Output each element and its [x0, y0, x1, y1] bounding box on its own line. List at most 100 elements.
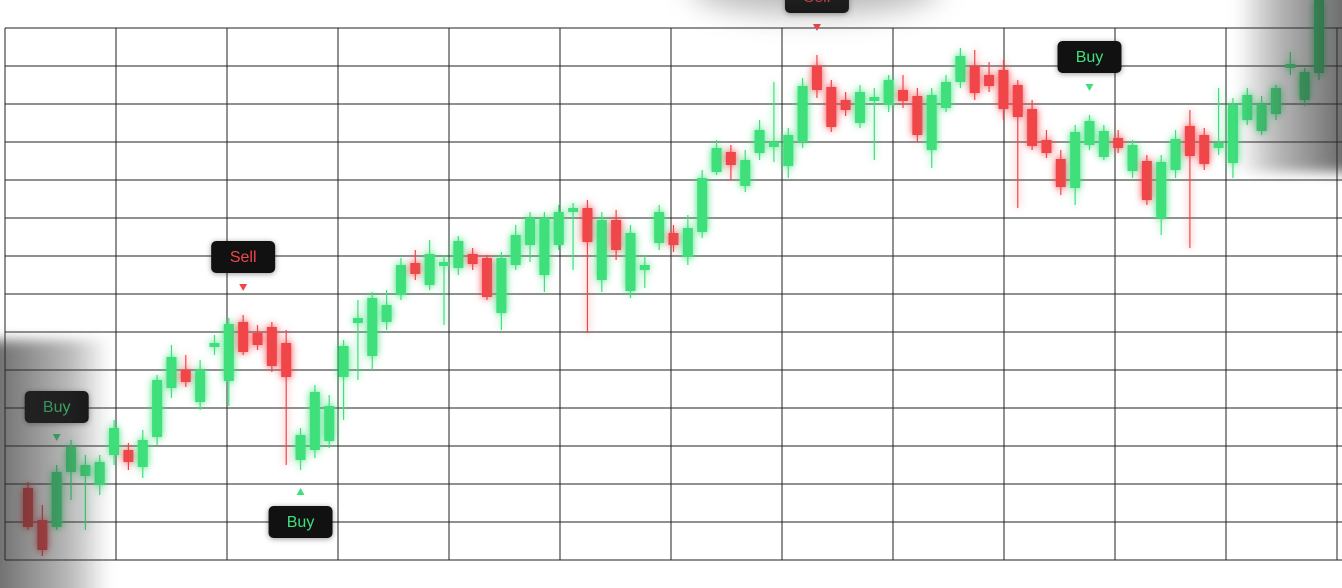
candle-body — [768, 142, 779, 147]
candle-body — [94, 462, 105, 485]
candle — [94, 455, 105, 495]
candle-body — [51, 472, 62, 527]
candle — [668, 225, 679, 252]
candle — [611, 210, 622, 260]
candle — [1170, 130, 1181, 178]
candle — [266, 322, 277, 372]
candle-body — [324, 406, 335, 441]
candle-body — [1270, 88, 1281, 114]
candle-body — [1055, 159, 1066, 187]
candle-body — [367, 298, 378, 356]
candle — [1227, 98, 1238, 178]
candle — [955, 48, 966, 88]
candle — [926, 88, 937, 168]
candle-body — [754, 130, 765, 153]
candle-body — [1041, 140, 1052, 153]
candle — [697, 170, 708, 238]
candle-body — [1299, 72, 1310, 100]
candle-body — [209, 343, 220, 347]
candle — [23, 482, 33, 530]
candle-body — [725, 152, 736, 165]
candle — [295, 428, 306, 470]
candle — [1084, 115, 1095, 150]
candle — [1098, 125, 1109, 160]
candle — [1070, 125, 1081, 205]
candle-body — [639, 265, 650, 270]
candle-body — [668, 233, 679, 245]
candle — [898, 75, 909, 108]
candle-body — [482, 258, 493, 297]
signal-badge — [1057, 41, 1122, 73]
signal-badge — [784, 0, 849, 13]
candle — [381, 290, 392, 330]
candle-body — [410, 263, 421, 274]
candle-body — [496, 258, 507, 313]
candle-body — [123, 450, 134, 462]
candle — [1055, 150, 1066, 195]
candle-body — [984, 75, 995, 86]
candle — [424, 240, 435, 290]
candle — [711, 140, 722, 175]
candle-body — [969, 66, 980, 93]
signal-label: Buy — [1076, 49, 1104, 66]
candle — [324, 395, 335, 448]
candle-body — [783, 135, 794, 166]
candle — [654, 205, 665, 250]
candle — [1256, 96, 1267, 135]
candle-body — [1184, 126, 1195, 156]
candle-body — [711, 148, 722, 172]
candle-body — [998, 70, 1009, 109]
candle — [438, 255, 449, 325]
candle-body — [281, 343, 292, 377]
candle — [338, 340, 349, 420]
candle-body — [1285, 64, 1296, 68]
candle-body — [424, 254, 435, 285]
candle — [539, 212, 550, 292]
candle-body — [740, 160, 751, 186]
candle-body — [797, 86, 808, 142]
candle-body — [697, 178, 708, 232]
candle-body — [1156, 162, 1167, 218]
candle-body — [840, 100, 851, 110]
candle — [869, 88, 880, 160]
candle-body — [1070, 132, 1081, 188]
candle — [223, 318, 234, 406]
candle-body — [223, 324, 234, 381]
candle — [152, 375, 163, 445]
candle-body — [1098, 131, 1109, 157]
candle — [123, 443, 134, 470]
candle — [840, 92, 851, 116]
candle-body — [869, 97, 880, 101]
candle — [309, 385, 320, 458]
candle — [352, 300, 363, 380]
candle-body — [955, 56, 966, 82]
candle — [553, 205, 564, 250]
candle-body — [1141, 161, 1152, 200]
candle — [969, 50, 980, 100]
candle — [582, 200, 593, 333]
candle-body — [338, 346, 349, 377]
candle-body — [1256, 104, 1267, 131]
candle — [826, 80, 837, 132]
candle-body — [926, 95, 937, 150]
signal-badge — [211, 241, 276, 273]
candle-body — [295, 435, 306, 460]
candle-body — [625, 233, 636, 291]
candle-body — [238, 322, 249, 352]
candle-body — [654, 212, 665, 243]
candle — [1156, 155, 1167, 235]
candle — [238, 315, 249, 355]
candle — [66, 440, 77, 500]
candle — [1299, 68, 1310, 106]
candle — [1012, 80, 1023, 208]
candle — [1213, 88, 1224, 155]
candle — [109, 420, 120, 465]
candle-body — [525, 218, 536, 245]
signal-arrow — [812, 24, 821, 31]
candle-body — [898, 90, 909, 101]
candle-body — [395, 265, 406, 295]
candle-body — [811, 66, 822, 90]
candle — [195, 360, 206, 410]
